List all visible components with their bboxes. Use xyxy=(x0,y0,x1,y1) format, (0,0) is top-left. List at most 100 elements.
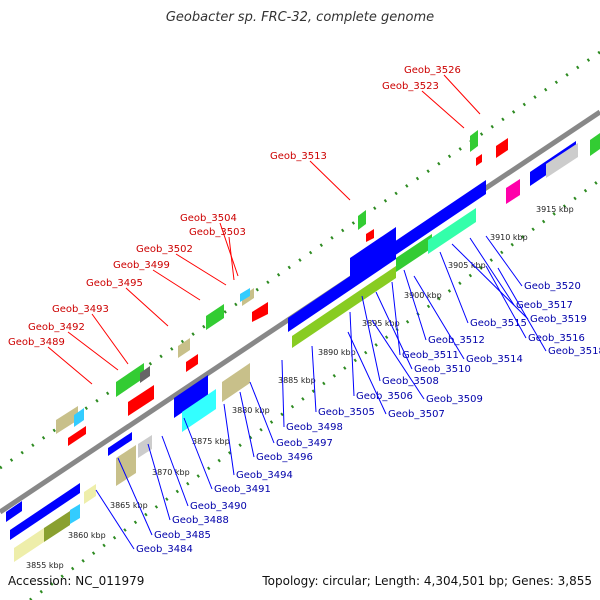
bottom-gene-label[interactable]: Geob_3485 xyxy=(154,530,211,541)
bottom-gene-label[interactable]: Geob_3491 xyxy=(214,484,271,495)
bottom-label-leader xyxy=(281,359,285,428)
bottom-gene-label[interactable]: Geob_3484 xyxy=(136,544,193,555)
accession-text: Accession: NC_011979 xyxy=(8,574,145,588)
bottom-label-leader xyxy=(439,251,469,324)
gene-block xyxy=(116,363,144,397)
bottom-label-leader xyxy=(485,235,523,287)
scale-label: 3870 kbp xyxy=(152,468,190,477)
gene-block xyxy=(252,302,268,322)
bottom-gene-label[interactable]: Geob_3516 xyxy=(528,333,585,344)
outer-tick-track xyxy=(0,50,600,470)
bottom-gene-label[interactable]: Geob_3519 xyxy=(530,314,587,325)
gene-block xyxy=(70,504,80,524)
bottom-label-leader xyxy=(347,331,387,415)
gene-block xyxy=(128,385,154,416)
bottom-gene-label[interactable]: Geob_3514 xyxy=(466,354,523,365)
bottom-label-leader xyxy=(349,311,355,397)
bottom-gene-label[interactable]: Geob_3494 xyxy=(236,470,293,481)
gene-block xyxy=(174,375,208,418)
gene-block xyxy=(222,363,250,402)
top-gene-label[interactable]: Geob_3499 xyxy=(113,260,170,271)
gene-block xyxy=(476,154,482,166)
top-gene-label[interactable]: Geob_3523 xyxy=(382,81,439,92)
scale-label: 3860 kbp xyxy=(68,531,106,540)
scale-label: 3915 kbp xyxy=(536,205,574,214)
bottom-gene-label[interactable]: Geob_3497 xyxy=(276,438,333,449)
top-gene-label[interactable]: Geob_3504 xyxy=(180,213,237,224)
gene-block xyxy=(116,445,136,486)
reverse-strand-genes xyxy=(10,133,600,562)
bottom-label-leader xyxy=(183,417,213,490)
bottom-label-leader xyxy=(469,237,515,306)
top-label-leader xyxy=(175,253,227,286)
bottom-gene-label[interactable]: Geob_3510 xyxy=(414,364,471,375)
bottom-gene-label[interactable]: Geob_3520 xyxy=(524,281,581,292)
bottom-label-leader xyxy=(371,319,425,400)
top-gene-label[interactable]: Geob_3495 xyxy=(86,278,143,289)
top-gene-label[interactable]: Geob_3502 xyxy=(136,244,193,255)
top-gene-label[interactable]: Geob_3489 xyxy=(8,337,65,348)
bottom-label-leader xyxy=(223,403,235,476)
top-label-leader xyxy=(443,74,481,115)
gene-block xyxy=(428,208,476,254)
bottom-gene-label[interactable]: Geob_3506 xyxy=(356,391,413,402)
inner-tick-track xyxy=(29,178,600,600)
scale-label: 3900 kbp xyxy=(404,291,442,300)
top-gene-label[interactable]: Geob_3492 xyxy=(28,322,85,333)
bottom-gene-label[interactable]: Geob_3512 xyxy=(428,335,485,346)
top-label-leader xyxy=(47,346,93,385)
gene-block xyxy=(206,304,224,330)
bottom-label-leader xyxy=(403,269,427,341)
gene-block xyxy=(6,501,22,522)
top-label-leader xyxy=(91,313,129,365)
top-gene-label[interactable]: Geob_3513 xyxy=(270,151,327,162)
bottom-gene-label[interactable]: Geob_3517 xyxy=(516,300,573,311)
bottom-label-leader xyxy=(485,265,527,339)
bottom-gene-label[interactable]: Geob_3518 xyxy=(548,346,600,357)
bottom-label-leader xyxy=(413,275,465,360)
map-title: Geobacter sp. FRC-32, complete genome xyxy=(165,10,435,25)
top-gene-label[interactable]: Geob_3526 xyxy=(404,65,461,76)
bottom-gene-labels-layer: Geob_3520Geob_3517Geob_3519Geob_3515Geob… xyxy=(95,235,600,555)
top-label-leader xyxy=(309,160,351,201)
bottom-gene-label[interactable]: Geob_3508 xyxy=(382,376,439,387)
scale-label: 3895 kbp xyxy=(362,319,400,328)
gene-block xyxy=(388,180,486,260)
bottom-label-leader xyxy=(117,457,153,536)
gene-block xyxy=(14,528,44,562)
bottom-gene-label[interactable]: Geob_3511 xyxy=(402,350,459,361)
scale-labels-layer: 3855 kbp 3860 kbp 3865 kbp 3870 kbp 3875 kbp… xyxy=(26,205,574,570)
scale-label: 3885 kbp xyxy=(278,376,316,385)
bottom-label-leader xyxy=(391,281,401,356)
bottom-gene-label[interactable]: Geob_3490 xyxy=(190,501,247,512)
bottom-label-leader xyxy=(249,381,275,444)
bottom-gene-label[interactable]: Geob_3496 xyxy=(256,452,313,463)
bottom-gene-label[interactable]: Geob_3515 xyxy=(470,318,527,329)
gene-block xyxy=(506,179,520,204)
top-gene-label[interactable]: Geob_3493 xyxy=(52,304,109,315)
gene-block xyxy=(56,406,78,434)
gene-block xyxy=(84,484,96,504)
gene-block xyxy=(68,426,86,446)
bottom-gene-label[interactable]: Geob_3498 xyxy=(286,422,343,433)
bottom-gene-label[interactable]: Geob_3488 xyxy=(172,515,229,526)
gene-block xyxy=(182,389,216,432)
gene-block xyxy=(74,408,84,427)
bottom-gene-label[interactable]: Geob_3507 xyxy=(388,409,445,420)
bottom-label-leader xyxy=(451,243,529,320)
top-label-leader xyxy=(67,331,119,371)
gene-block xyxy=(186,354,198,372)
top-label-leader xyxy=(125,287,169,327)
bottom-gene-label[interactable]: Geob_3505 xyxy=(318,407,375,418)
bottom-label-leader xyxy=(311,345,317,413)
top-gene-label[interactable]: Geob_3503 xyxy=(189,227,246,238)
gene-block xyxy=(10,483,80,540)
bottom-label-leader xyxy=(95,489,135,550)
bottom-gene-label[interactable]: Geob_3509 xyxy=(426,394,483,405)
bottom-label-leader xyxy=(147,443,171,521)
top-gene-labels-layer: Geob_3526 Geob_3523 Geob_3513 Geob_3504 Geob… xyxy=(8,65,481,385)
forward-strand-genes xyxy=(6,130,508,522)
gene-block xyxy=(138,435,152,458)
